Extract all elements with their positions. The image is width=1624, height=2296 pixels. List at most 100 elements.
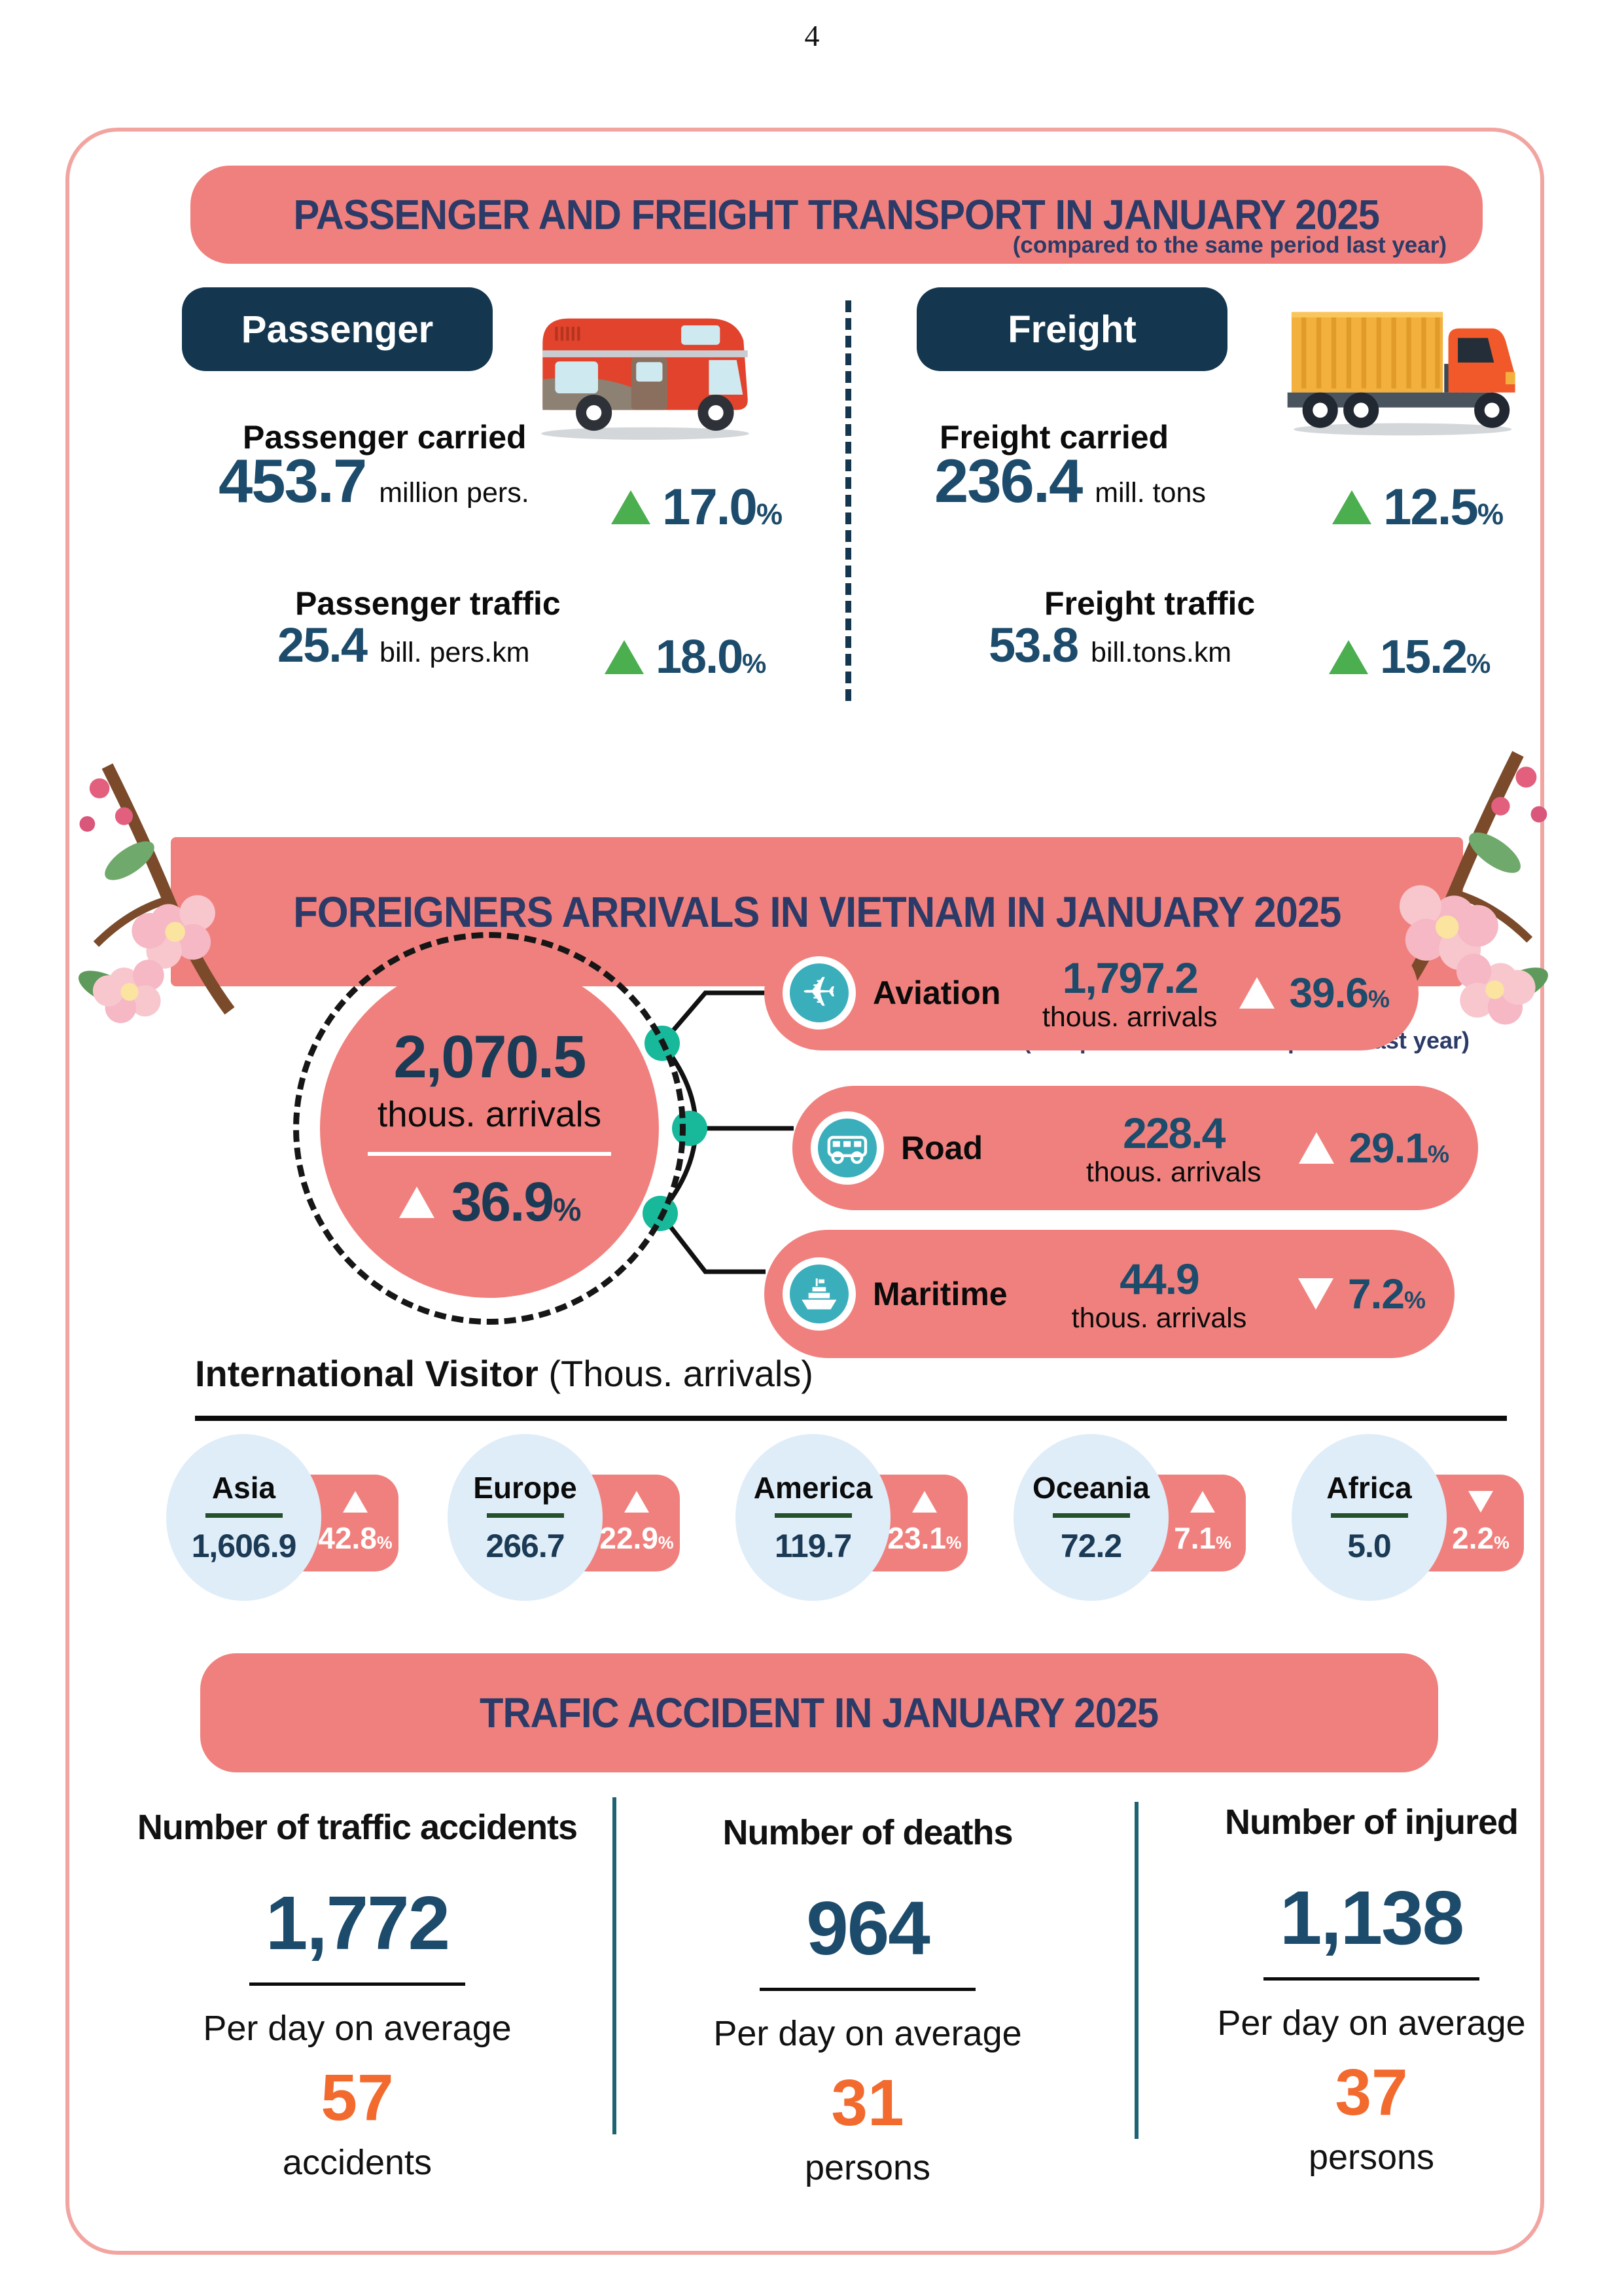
deaths-per-day-value: 31 (831, 2066, 904, 2140)
page-number: 4 (804, 19, 820, 52)
total-arrivals-dashed-ring (293, 932, 686, 1325)
road-pill: Road 228.4 thous. arrivals 29.1% (792, 1086, 1478, 1210)
up-triangle-icon (1329, 640, 1368, 674)
up-triangle-icon (611, 490, 650, 524)
up-triangle-icon (1239, 977, 1275, 1009)
injured-per-day-unit: persons (1308, 2138, 1435, 2177)
accidents-title: TRAFIC ACCIDENT IN JANUARY 2025 (480, 1689, 1159, 1736)
injured-per-day-value: 37 (1335, 2056, 1408, 2129)
plane-icon: ✈ (783, 956, 856, 1030)
camper-van-icon (541, 318, 749, 440)
visitors-divider-line (195, 1416, 1507, 1421)
oceania-change-value: 7.1% (1174, 1520, 1231, 1555)
freight-badge: Freight (917, 287, 1227, 371)
accidents-count-underline (249, 1982, 465, 1986)
freight-carried-change: 12.5% (1332, 477, 1504, 537)
accidents-count-value: 1,772 (265, 1880, 450, 1965)
region-oceania: 7.1% Oceania 72.2 (1014, 1434, 1295, 1617)
international-visitor-unit: (Thous. arrivals) (538, 1353, 813, 1394)
down-triangle-icon (1468, 1490, 1493, 1513)
passenger-badge: Passenger (182, 287, 493, 371)
accidents-count-label: Number of traffic accidents (137, 1808, 578, 1847)
oceania-value: 72.2 (1060, 1528, 1122, 1564)
freight-carried-value: 236.4 (934, 446, 1083, 515)
asia-underline (205, 1513, 283, 1518)
injured-stat-block: Number of injured 1,138 Per day on avera… (1156, 1802, 1587, 2178)
oceania-label: Oceania (1033, 1471, 1150, 1505)
road-change-value: 29.1% (1349, 1124, 1449, 1172)
passenger-carried-change-value: 17.0% (662, 478, 783, 535)
deaths-stat-block: Number of deaths 964 Per day on average … (639, 1812, 1097, 2188)
america-circle: America 119.7 (735, 1434, 891, 1601)
europe-circle: Europe 266.7 (448, 1434, 603, 1601)
up-triangle-icon (343, 1490, 368, 1513)
road-label: Road (901, 1130, 983, 1166)
passenger-carried-value: 453.7 (219, 446, 367, 515)
aviation-unit: thous. arrivals (1042, 1001, 1218, 1033)
passenger-traffic-value: 25.4 (277, 618, 368, 672)
road-value: 228.4 (1123, 1108, 1226, 1157)
freight-traffic-change: 15.2% (1329, 630, 1491, 684)
injured-per-day-label: Per day on average (1217, 2003, 1526, 2043)
international-visitor-heading: International Visitor (Thous. arrivals) (195, 1352, 813, 1395)
asia-circle: Asia 1,606.9 (166, 1434, 321, 1601)
maritime-label: Maritime (873, 1276, 1008, 1312)
america-underline (774, 1513, 852, 1518)
transport-section-header: PASSENGER AND FREIGHT TRANSPORT IN JANUA… (190, 166, 1483, 264)
accidents-section-header: TRAFIC ACCIDENT IN JANUARY 2025 (200, 1653, 1438, 1772)
oceania-circle: Oceania 72.2 (1014, 1434, 1169, 1601)
africa-change-value: 2.2% (1452, 1520, 1509, 1555)
up-triangle-icon (1332, 490, 1371, 524)
oceania-underline (1052, 1513, 1130, 1518)
deaths-count-value: 964 (806, 1886, 930, 1971)
aviation-change-value: 39.6% (1289, 969, 1390, 1016)
accidents-per-day-value: 57 (321, 2061, 394, 2134)
maritime-change: 7.2% (1298, 1270, 1426, 1318)
passenger-carried-row: 453.7 million pers. (219, 446, 529, 516)
passenger-carried-change: 17.0% (611, 477, 783, 537)
passenger-traffic-unit: bill. pers.km (380, 637, 530, 668)
deaths-per-day-unit: persons (804, 2148, 931, 2187)
up-triangle-icon (605, 640, 644, 674)
passenger-traffic-row: 25.4 bill. pers.km (277, 617, 529, 673)
freight-carried-unit: mill. tons (1095, 477, 1206, 509)
africa-circle: Africa 5.0 (1292, 1434, 1447, 1601)
freight-carried-label: Freight carried (940, 419, 1169, 456)
up-triangle-icon (398, 1186, 434, 1218)
africa-label: Africa (1326, 1471, 1412, 1505)
america-value: 119.7 (774, 1528, 852, 1564)
freight-traffic-unit: bill.tons.km (1091, 637, 1232, 668)
asia-change-value: 42.8% (318, 1520, 393, 1555)
arrivals-title: FOREIGNERS ARRIVALS IN VIETNAM IN JANUAR… (292, 888, 1341, 936)
total-arrivals-change: 36.9% (398, 1170, 582, 1234)
region-africa: 2.2% Africa 5.0 (1292, 1434, 1573, 1617)
injured-count-label: Number of injured (1224, 1803, 1519, 1842)
europe-underline (486, 1513, 564, 1518)
freight-traffic-change-value: 15.2% (1380, 631, 1491, 683)
freight-traffic-label: Freight traffic (1044, 585, 1256, 622)
road-change: 29.1% (1299, 1124, 1449, 1172)
up-triangle-icon (1190, 1490, 1215, 1513)
freight-traffic-row: 53.8 bill.tons.km (989, 617, 1231, 673)
total-arrivals-unit: thous. arrivals (377, 1094, 602, 1134)
maritime-value-block: 44.9 thous. arrivals (1037, 1254, 1281, 1335)
accidents-per-day-unit: accidents (282, 2143, 432, 2182)
road-value-block: 228.4 thous. arrivals (1065, 1108, 1282, 1189)
total-arrivals-divider (368, 1152, 611, 1156)
passenger-carried-label: Passenger carried (243, 419, 527, 456)
total-arrivals-change-value: 36.9% (451, 1171, 582, 1232)
international-visitor-label: International Visitor (195, 1353, 538, 1394)
transport-title: PASSENGER AND FREIGHT TRANSPORT IN JANUA… (293, 191, 1380, 238)
deaths-count-underline (760, 1988, 976, 1991)
up-triangle-icon (912, 1490, 937, 1513)
aviation-value: 1,797.2 (1062, 953, 1199, 1002)
europe-label: Europe (473, 1471, 577, 1505)
africa-underline (1330, 1513, 1408, 1518)
maritime-unit: thous. arrivals (1071, 1302, 1247, 1334)
africa-value: 5.0 (1347, 1528, 1392, 1564)
passenger-traffic-change-value: 18.0% (656, 631, 766, 683)
accidents-stat-block: Number of traffic accidents 1,772 Per da… (137, 1807, 578, 2183)
injured-count-value: 1,138 (1279, 1875, 1464, 1960)
europe-value: 266.7 (485, 1528, 565, 1564)
transport-subtitle: (compared to the same period last year) (1012, 232, 1447, 258)
